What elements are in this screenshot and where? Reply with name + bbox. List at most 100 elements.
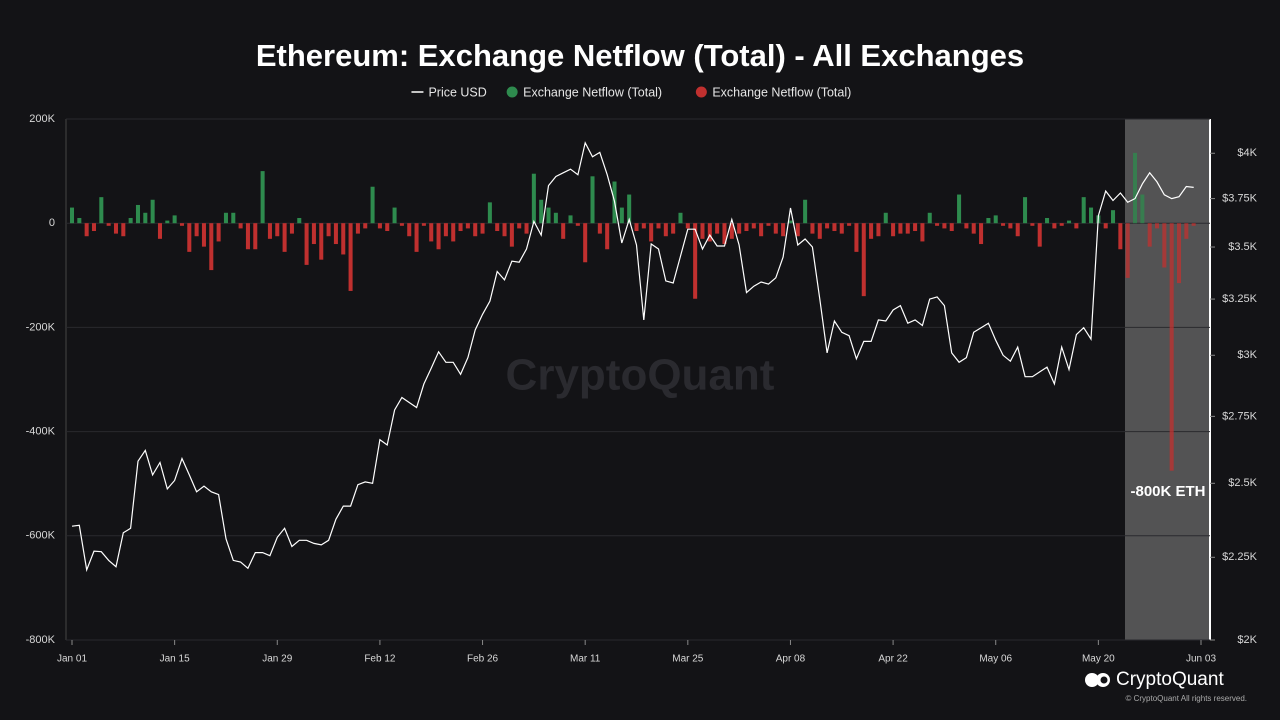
bar: [707, 223, 712, 242]
x-tick-label: Jan 01: [57, 654, 87, 665]
bar: [876, 223, 881, 237]
bar: [605, 223, 610, 250]
bar: [839, 223, 844, 234]
bar: [1118, 223, 1123, 250]
bar: [289, 223, 294, 234]
x-tick-label: Jan 29: [262, 654, 292, 665]
bar: [913, 223, 918, 232]
bar: [700, 223, 705, 239]
bar: [729, 223, 734, 239]
bar: [583, 223, 588, 263]
bar: [927, 212, 932, 224]
annotation: -800K ETH: [1130, 483, 1205, 500]
x-tick-label: Apr 08: [776, 654, 806, 665]
bar: [172, 215, 177, 224]
bar: [143, 212, 148, 224]
bar: [1045, 217, 1050, 224]
bar: [993, 215, 998, 224]
bar: [260, 171, 265, 224]
bar: [715, 223, 720, 234]
bar: [135, 204, 140, 224]
bar: [898, 223, 903, 234]
price-line: [71, 141, 1194, 573]
bar: [311, 223, 316, 245]
x-tick-label: Apr 22: [878, 654, 908, 665]
bar: [473, 223, 478, 237]
bar: [495, 223, 500, 232]
bar: [238, 223, 243, 229]
bar: [128, 217, 133, 224]
bar: [781, 223, 786, 237]
x-tick-label: Feb 26: [467, 654, 499, 665]
brand: CryptoQuant: [1116, 669, 1224, 690]
bar: [341, 223, 346, 255]
bar: [150, 199, 155, 224]
bar: [597, 223, 602, 234]
bar: [773, 223, 778, 234]
bar: [333, 223, 338, 245]
bar: [942, 223, 947, 229]
bar: [113, 223, 119, 234]
x-tick-label: Mar 11: [570, 654, 601, 665]
bar: [392, 207, 397, 224]
bar: [326, 223, 331, 237]
bar: [421, 223, 426, 226]
bar: [524, 223, 529, 234]
bar: [509, 223, 514, 247]
bar: [201, 223, 206, 247]
legend-label: Exchange Netflow (Total): [523, 85, 662, 99]
bar: [465, 223, 470, 229]
y2-tick-label: $3.25K: [1222, 293, 1258, 305]
bar: [1067, 220, 1072, 224]
bar: [693, 223, 698, 299]
copyright: © CryptoQuant All rights reserved.: [1126, 694, 1248, 703]
bar: [451, 223, 456, 242]
bar: [641, 223, 646, 229]
watermark: CryptoQuant: [506, 351, 775, 400]
bar: [832, 223, 837, 232]
bar: [575, 223, 580, 226]
bar: [795, 223, 800, 237]
bar: [165, 220, 170, 224]
legend-swatch: [506, 86, 518, 98]
y2-tick-label: $2.5K: [1228, 477, 1257, 489]
bar: [377, 223, 382, 229]
bar: [766, 223, 771, 226]
y-tick-label: -600K: [26, 530, 56, 542]
bar: [1081, 197, 1086, 224]
bar: [282, 223, 287, 252]
bar: [1191, 223, 1196, 226]
y2-tick-label: $3.5K: [1228, 241, 1257, 253]
bar: [121, 223, 126, 237]
logo-hole: [1100, 676, 1108, 684]
bar: [553, 212, 558, 224]
bar: [810, 223, 815, 234]
bar: [99, 197, 104, 224]
bar: [355, 223, 360, 234]
y-tick-label: 200K: [29, 113, 55, 125]
bar: [663, 223, 668, 237]
bar: [363, 223, 368, 229]
bar: [1140, 194, 1145, 224]
bar: [649, 223, 654, 242]
y-tick-label: -200K: [26, 321, 56, 333]
legend-label: Price USD: [428, 85, 486, 99]
bar: [531, 173, 536, 224]
bar: [517, 223, 522, 229]
bar: [429, 223, 434, 242]
chart-title: Ethereum: Exchange Netflow (Total) - All…: [256, 38, 1024, 73]
y2-tick-label: $2.75K: [1222, 410, 1258, 422]
bar: [561, 223, 566, 239]
bar: [106, 223, 111, 226]
bar: [546, 207, 551, 224]
bar: [685, 223, 690, 229]
bar: [502, 223, 507, 237]
x-tick-label: May 20: [1082, 654, 1115, 665]
y2-tick-label: $2.25K: [1222, 551, 1258, 563]
bar: [487, 202, 492, 224]
y-tick-label: -800K: [26, 634, 56, 646]
y2-tick-label: $4K: [1237, 147, 1257, 159]
bar: [656, 223, 661, 229]
bar: [1023, 197, 1028, 224]
x-tick-label: May 06: [979, 654, 1012, 665]
